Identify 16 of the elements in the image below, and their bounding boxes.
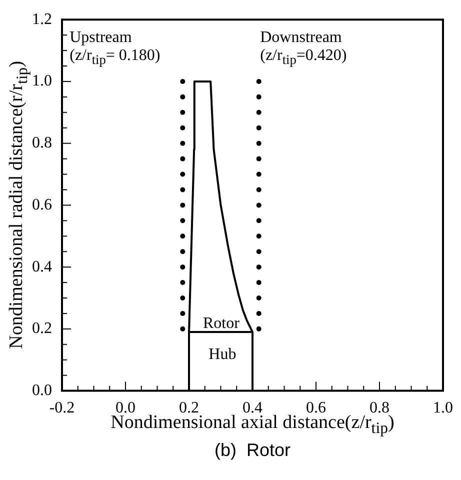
y-tick-label: 0.0: [32, 382, 52, 400]
x-tick-label: -0.2: [49, 400, 75, 417]
annotation: Rotor: [202, 314, 240, 333]
y-tick-label: 0.2: [32, 320, 52, 338]
y-tick-label: 1.0: [32, 72, 52, 90]
y-tick-label: 1.2: [32, 10, 52, 28]
annotation: (z/r$_{tip}$=0.420): [260, 47, 347, 70]
x-tick-label: 1.0: [433, 400, 453, 417]
y-tick-label: 0.6: [32, 196, 52, 214]
annotation: Upstream: [70, 28, 132, 47]
y-tick-label: 0.8: [32, 134, 52, 152]
annotation: (z/r$_{tip}$= 0.180): [70, 47, 160, 70]
annotation: Hub: [208, 346, 236, 364]
text: (b) Rotor: [213, 440, 292, 461]
y-tick-label: 0.4: [32, 258, 52, 276]
annotation: Downstream: [260, 28, 342, 47]
